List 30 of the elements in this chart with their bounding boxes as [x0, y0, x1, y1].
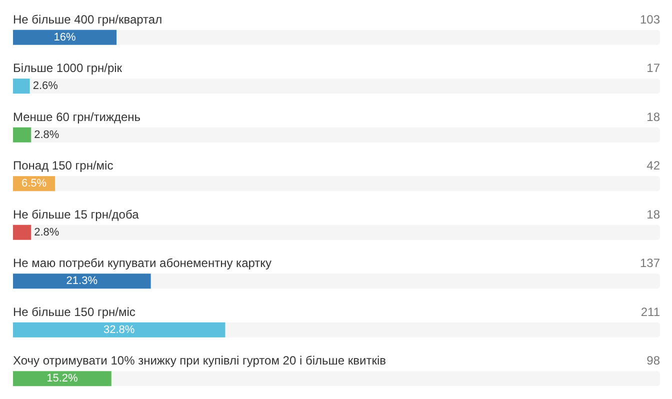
data-label: 2.6%: [32, 80, 58, 92]
annotation: 211: [640, 304, 660, 319]
data-label: 21.3%: [66, 275, 98, 288]
bar: [13, 371, 112, 386]
y-tick-label: Понад 150 грн/міс: [13, 158, 114, 173]
y-tick-label: Більше 1000 грн/рік: [13, 61, 123, 76]
annotation: 17: [646, 61, 660, 76]
y-tick-label: Хочу отримувати 10% знижку при купівлі гуртом 20 і більше квитків: [13, 354, 386, 368]
bar: [13, 274, 151, 289]
y-tick-label: Менше 60 грн/тиждень: [13, 110, 141, 124]
annotation: 18: [646, 110, 660, 124]
bar: [13, 78, 30, 94]
y-tick-label: Не більше 400 грн/квартал: [13, 12, 162, 26]
data-label: 6.5%: [21, 178, 47, 190]
data-label: 16%: [54, 31, 76, 44]
y-tick-label: Не маю потреби купувати абонементну картку: [13, 256, 272, 270]
annotation: 18: [646, 207, 660, 222]
data-label: 15.2%: [46, 372, 78, 385]
data-label: 2.8%: [34, 226, 60, 238]
annotation: 42: [646, 158, 660, 173]
annotation: 137: [640, 256, 660, 270]
bar: [13, 30, 117, 45]
bar: [13, 127, 32, 142]
data-label: 2.8%: [34, 128, 60, 141]
y-tick-label: Не більше 150 грн/міс: [13, 304, 136, 319]
data-label: 32.8%: [104, 324, 135, 336]
bar: [13, 224, 32, 240]
annotation: 103: [640, 12, 660, 26]
annotation: 98: [646, 354, 660, 368]
y-tick-label: Не більше 15 грн/доба: [13, 207, 140, 222]
